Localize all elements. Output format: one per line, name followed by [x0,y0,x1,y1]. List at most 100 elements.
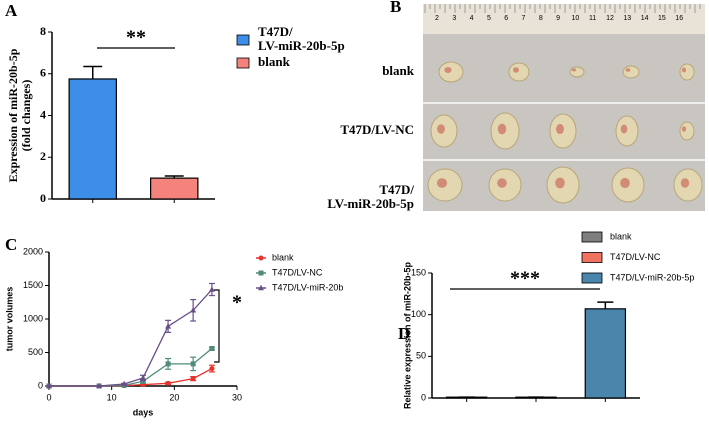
y-tick-label: 0 [40,191,46,205]
tumor-spot [513,67,519,73]
tumor [622,65,640,79]
y-tick-label: 0 [38,380,43,390]
y-tick-label: 2000 [23,246,43,256]
legend-marker [258,284,264,291]
bar [515,396,557,399]
bar [68,78,117,200]
legend-label: T47D/LV-NC [272,267,323,277]
row-label: blank [382,63,415,78]
y-axis-label: Expression of miR-20b-5p [6,48,20,182]
legend-label: blank [272,252,294,262]
y-axis-label: Relative expression of miR-20b-5p [402,261,412,409]
ruler-label: 3 [452,15,456,22]
point [121,380,128,387]
y-tick-label: 4 [40,107,46,121]
point [96,382,103,389]
legend-swatch [581,231,603,243]
tumor-spot [571,68,577,72]
x-tick-label: 30 [232,392,242,402]
legend-swatch [581,272,603,284]
legend-label: T47D/LV-miR-20b-5p [258,24,345,53]
y-tick-label: 50 [416,351,426,361]
ruler-label: 11 [589,15,596,22]
y-tick-label: 2 [40,149,46,163]
panel-label: D [398,324,410,343]
point [190,376,196,382]
point [140,378,146,384]
tumor-spot [497,178,507,188]
ruler-label: 8 [539,15,543,22]
tumor-spot [680,178,690,188]
row-label: T47D/LV-NC [340,122,414,137]
legend-marker [258,255,264,261]
point [209,366,215,372]
x-axis-label: days [133,407,154,417]
tumor [679,121,695,141]
panel-label: A [5,1,18,20]
series-line [49,289,213,387]
y-axis-label: (fold changes) [19,80,33,152]
significance-bracket [214,289,220,363]
y-tick-label: 500 [28,347,43,357]
tumor [438,61,464,83]
tumor-spot [556,123,564,135]
panel-label: B [390,0,401,16]
series-line [49,347,213,387]
y-tick-label: 100 [411,309,426,319]
y-axis-label: tumor volumes [4,287,14,352]
legend-swatch [581,252,603,263]
tumor-spot [555,177,565,189]
ruler-label: 6 [504,15,508,22]
bar [150,177,199,200]
tumor-spot [444,67,452,73]
tumor [569,66,585,78]
ruler-label: 2 [435,15,439,22]
point [208,286,215,292]
point [190,361,196,367]
point [165,323,172,329]
y-tick-label: 8 [40,24,46,38]
ruler-label: 15 [658,15,666,22]
significance-label: ** [126,27,146,49]
ruler-label: 4 [470,15,474,22]
tumor-spot [620,177,630,189]
x-tick-label: 0 [46,392,51,402]
x-tick-label: 20 [169,392,179,402]
bar [445,396,488,399]
tumor-spot [437,124,445,134]
y-tick-label: 1500 [23,280,43,290]
bar [584,308,627,399]
legend-marker [258,270,264,276]
significance-label: * [232,292,242,314]
y-tick-label: 150 [411,267,426,277]
significance-label: *** [510,268,540,290]
ruler-label: 10 [572,15,580,22]
tumor-spot [681,67,687,73]
point [46,382,52,389]
tumor-spot [625,68,631,72]
legend-label: T47D/LV-NC [610,252,661,262]
tumor-spot [620,124,628,134]
point [165,361,171,367]
ruler-label: 12 [606,15,614,22]
point [165,380,171,386]
tumor [508,62,530,82]
point [190,307,197,313]
ruler-label: 5 [487,15,491,22]
ruler-label: 13 [623,15,631,22]
ruler-label: 7 [522,15,526,22]
tumor-spot [681,126,687,132]
legend-label: T47D/LV-miR-20b-5p [610,272,694,282]
x-tick-label: 10 [107,392,117,402]
legend-swatch [236,57,250,69]
point [140,374,146,381]
ruler-label: 9 [556,15,560,22]
row-label: T47D/LV-miR-20b-5p [327,182,414,211]
tumor-spot [497,123,507,135]
legend-label: blank [610,231,632,241]
y-tick-label: 0 [421,392,426,402]
y-tick-label: 1000 [23,313,43,323]
y-tick-label: 6 [40,66,46,80]
